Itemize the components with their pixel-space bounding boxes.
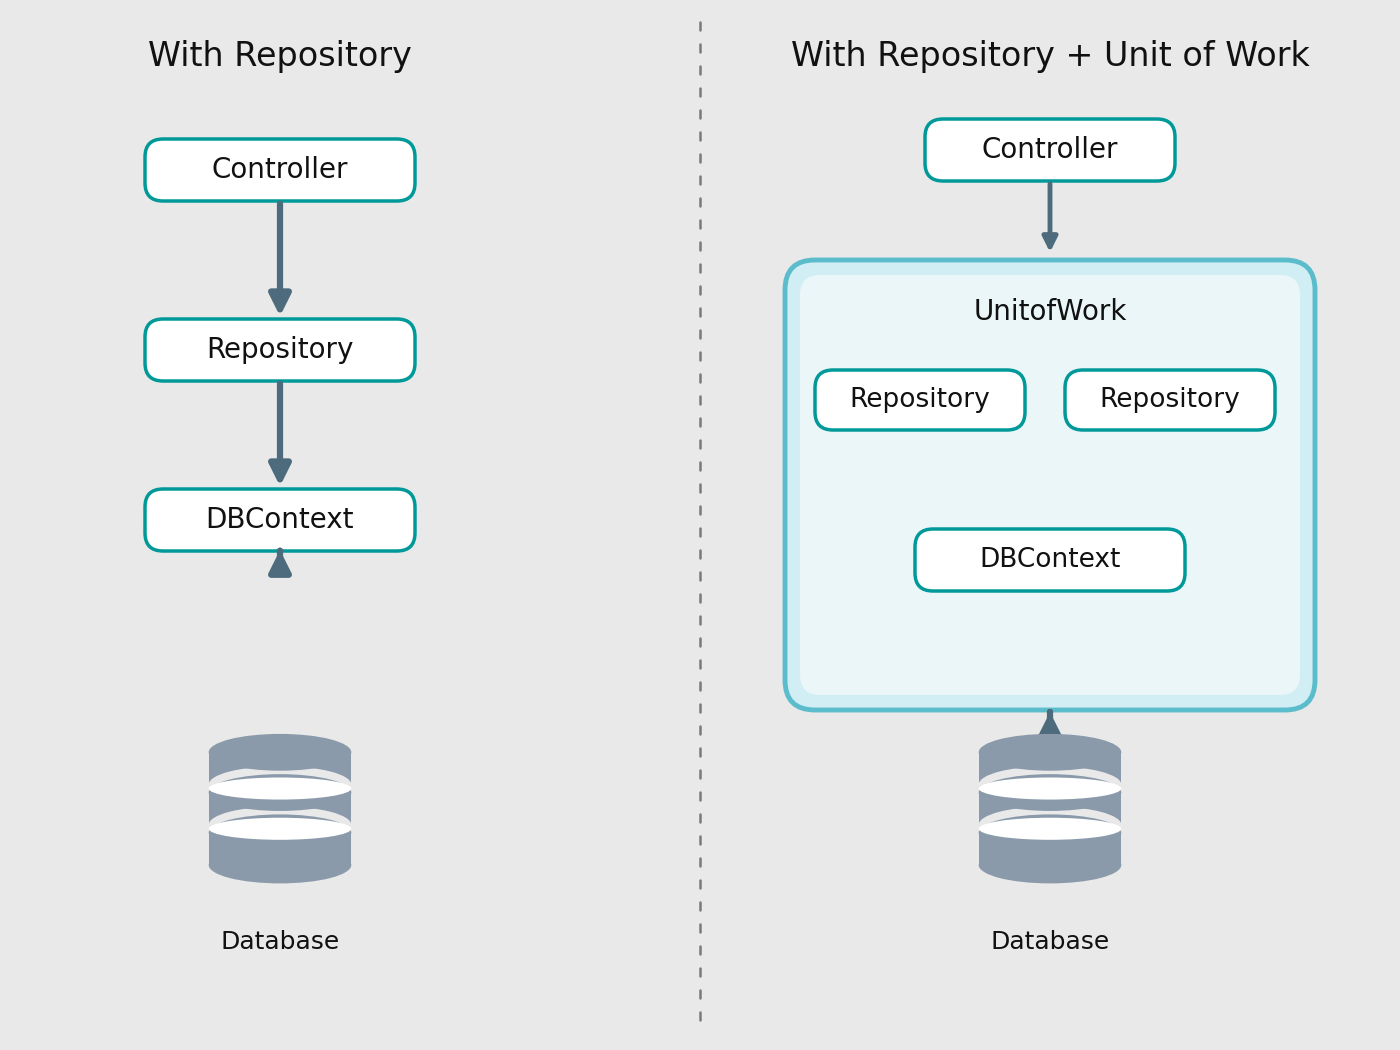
Ellipse shape (209, 734, 351, 771)
Polygon shape (209, 752, 351, 784)
Ellipse shape (209, 815, 351, 852)
Ellipse shape (979, 806, 1121, 843)
FancyBboxPatch shape (925, 119, 1175, 181)
Ellipse shape (979, 777, 1121, 799)
FancyBboxPatch shape (785, 260, 1315, 710)
FancyBboxPatch shape (146, 489, 414, 551)
Polygon shape (209, 833, 351, 865)
Text: With Repository + Unit of Work: With Repository + Unit of Work (791, 40, 1309, 74)
Ellipse shape (979, 766, 1121, 803)
Text: Controller: Controller (211, 156, 349, 184)
Text: Controller: Controller (981, 136, 1119, 164)
Ellipse shape (209, 846, 351, 883)
FancyBboxPatch shape (916, 529, 1184, 591)
FancyBboxPatch shape (146, 319, 414, 381)
Ellipse shape (209, 818, 351, 840)
Text: Database: Database (220, 930, 340, 954)
Text: Repository: Repository (206, 336, 354, 364)
Polygon shape (979, 752, 1121, 784)
Ellipse shape (209, 774, 351, 811)
Ellipse shape (979, 734, 1121, 771)
Ellipse shape (209, 777, 351, 799)
Polygon shape (209, 793, 351, 824)
FancyBboxPatch shape (815, 370, 1025, 430)
Text: DBContext: DBContext (980, 547, 1120, 573)
Ellipse shape (979, 818, 1121, 840)
Ellipse shape (979, 815, 1121, 852)
Polygon shape (979, 833, 1121, 865)
Ellipse shape (209, 766, 351, 803)
Polygon shape (979, 793, 1121, 824)
Text: Repository: Repository (1099, 387, 1240, 413)
Ellipse shape (979, 774, 1121, 811)
Text: Repository: Repository (850, 387, 990, 413)
Text: UnitofWork: UnitofWork (973, 298, 1127, 326)
Text: DBContext: DBContext (206, 506, 354, 534)
FancyBboxPatch shape (146, 139, 414, 201)
Ellipse shape (209, 806, 351, 843)
FancyBboxPatch shape (1065, 370, 1275, 430)
Ellipse shape (979, 846, 1121, 883)
FancyBboxPatch shape (799, 275, 1301, 695)
Text: Database: Database (990, 930, 1110, 954)
Text: With Repository: With Repository (148, 40, 412, 74)
